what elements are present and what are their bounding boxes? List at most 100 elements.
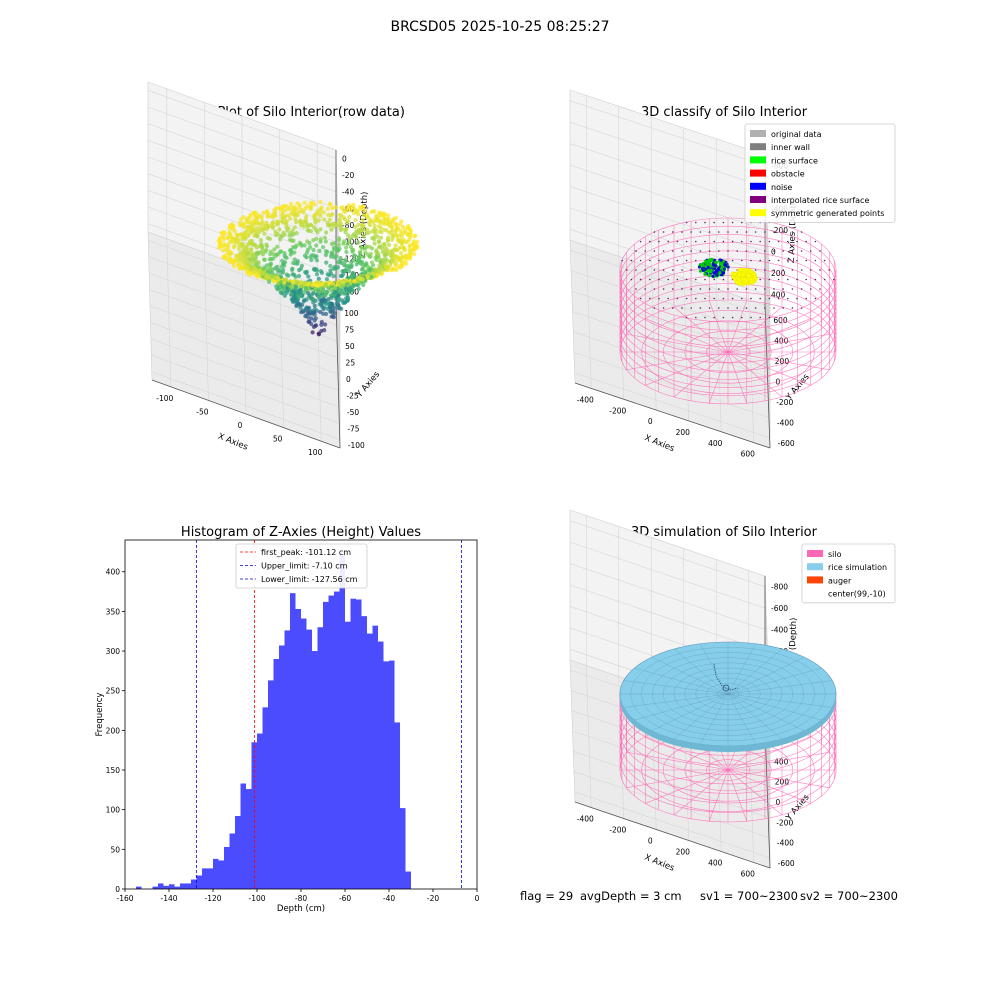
p1-data-point (319, 270, 324, 275)
p1-data-point (285, 287, 290, 292)
p1-data-point (356, 230, 361, 235)
p1-y-tick-label: 25 (346, 359, 356, 368)
p2-surface-dot (773, 231, 775, 233)
p1-x-tick-label: 0 (238, 421, 243, 430)
p1-data-point (309, 321, 314, 327)
p4-floor-spoke (645, 769, 729, 804)
p2-surface-dot (764, 269, 766, 271)
p1-data-point (293, 213, 298, 218)
p3-legend-box (235, 543, 368, 589)
p2-surface-dot (672, 269, 674, 271)
p1-data-point (245, 251, 250, 257)
p1-data-point (264, 220, 269, 225)
p4-x-axis-label: X Axies (643, 853, 676, 874)
p1-data-point (330, 206, 335, 211)
p1-data-point (261, 227, 266, 232)
p2-ring (619, 217, 837, 323)
p2-surface-dot (796, 297, 798, 300)
p1-data-point (357, 275, 362, 280)
p1-data-point (329, 301, 334, 306)
p4-x-tick-label: 400 (708, 859, 723, 868)
p2-legend-label: rice surface (771, 156, 818, 165)
p2-surface-dot (731, 221, 734, 224)
p1-data-point (353, 224, 358, 229)
p1-data-point (259, 215, 264, 220)
p1-data-point (382, 227, 387, 232)
p2-z-tick-label: -200 (771, 226, 788, 235)
p2-surface-dot (777, 240, 780, 243)
p1-data-point (332, 255, 337, 260)
p2-surface-dot (727, 269, 729, 271)
p2-floor-spoke (645, 318, 729, 353)
p4-floor-spoke (727, 769, 811, 804)
p4-rice-mesh-spoke (634, 693, 729, 721)
p1-data-point (249, 238, 254, 243)
p1-data-point (290, 228, 295, 233)
p1-data-point (348, 287, 353, 292)
p4-y-axis-line (764, 725, 771, 869)
p2-surface-dot (727, 231, 729, 233)
p1-data-point (231, 245, 236, 250)
p4-rice-mesh-spoke (727, 693, 822, 721)
p1-data-point (361, 204, 366, 209)
p2-rice-point (722, 267, 727, 271)
p2-rice-point (706, 265, 710, 269)
p2-x-axis-line (574, 382, 771, 449)
p1-data-point (227, 259, 232, 264)
p2-ring (619, 283, 837, 388)
p1-data-point (242, 232, 247, 237)
p1-data-point (332, 247, 337, 252)
p4-floor-spoke (727, 751, 830, 771)
p1-data-point (291, 260, 296, 266)
p1-data-point (326, 286, 331, 291)
p2-surface-dot (782, 231, 784, 233)
p2-legend-swatch (750, 209, 766, 217)
p4-legend-swatch (807, 563, 823, 571)
p2-symmetric-point (735, 280, 740, 284)
p1-data-point (218, 242, 223, 247)
p3-y-tick-label: 400 (106, 568, 121, 577)
p2-surface-dot (699, 307, 702, 309)
p2-floor-spoke (727, 333, 830, 353)
p2-surface-dot (736, 231, 738, 233)
p4-rice-mesh-spoke (727, 680, 833, 695)
p1-data-point (338, 213, 344, 218)
p1-data-point (225, 235, 230, 240)
p1-data-point (316, 331, 321, 336)
p1-data-point (245, 265, 250, 270)
p1-data-point (298, 223, 304, 228)
p4-rice-mesh-spoke (699, 693, 729, 745)
p1-data-point (275, 244, 280, 249)
p2-surface-dot (722, 240, 725, 243)
p1-data-point (390, 233, 395, 238)
p2-floor-spoke (727, 351, 830, 371)
p1-data-point (367, 268, 372, 273)
p1-data-point (403, 240, 408, 245)
p2-surface-dot (768, 240, 771, 243)
p1-data-point (361, 234, 366, 239)
p2-rice-point (697, 265, 702, 269)
p1-data-point (323, 252, 328, 258)
p3-histogram-bar (273, 658, 279, 889)
p4-rice-mesh-spoke (727, 643, 757, 695)
p1-data-point (314, 243, 319, 248)
p2-surface-dot (805, 259, 807, 262)
p1-data-point (305, 310, 311, 316)
p2-surface-dot (662, 307, 665, 309)
p2-grid-x (618, 106, 625, 400)
p2-surface-dot (672, 250, 674, 252)
p1-data-point (311, 238, 316, 243)
p1-data-point (273, 229, 278, 234)
p1-data-point (374, 218, 379, 223)
p1-data-point (293, 284, 298, 289)
p1-data-point (380, 211, 385, 216)
p2-surface-dot (759, 316, 761, 319)
p1-data-point (369, 246, 375, 251)
p1-data-point (331, 281, 336, 286)
p1-data-point (245, 233, 250, 238)
p2-surface-dot (685, 278, 688, 281)
p1-data-point (269, 270, 274, 275)
p2-floor-spoke (727, 351, 811, 386)
p1-data-point (325, 272, 330, 277)
p2-legend-swatch (750, 156, 766, 164)
